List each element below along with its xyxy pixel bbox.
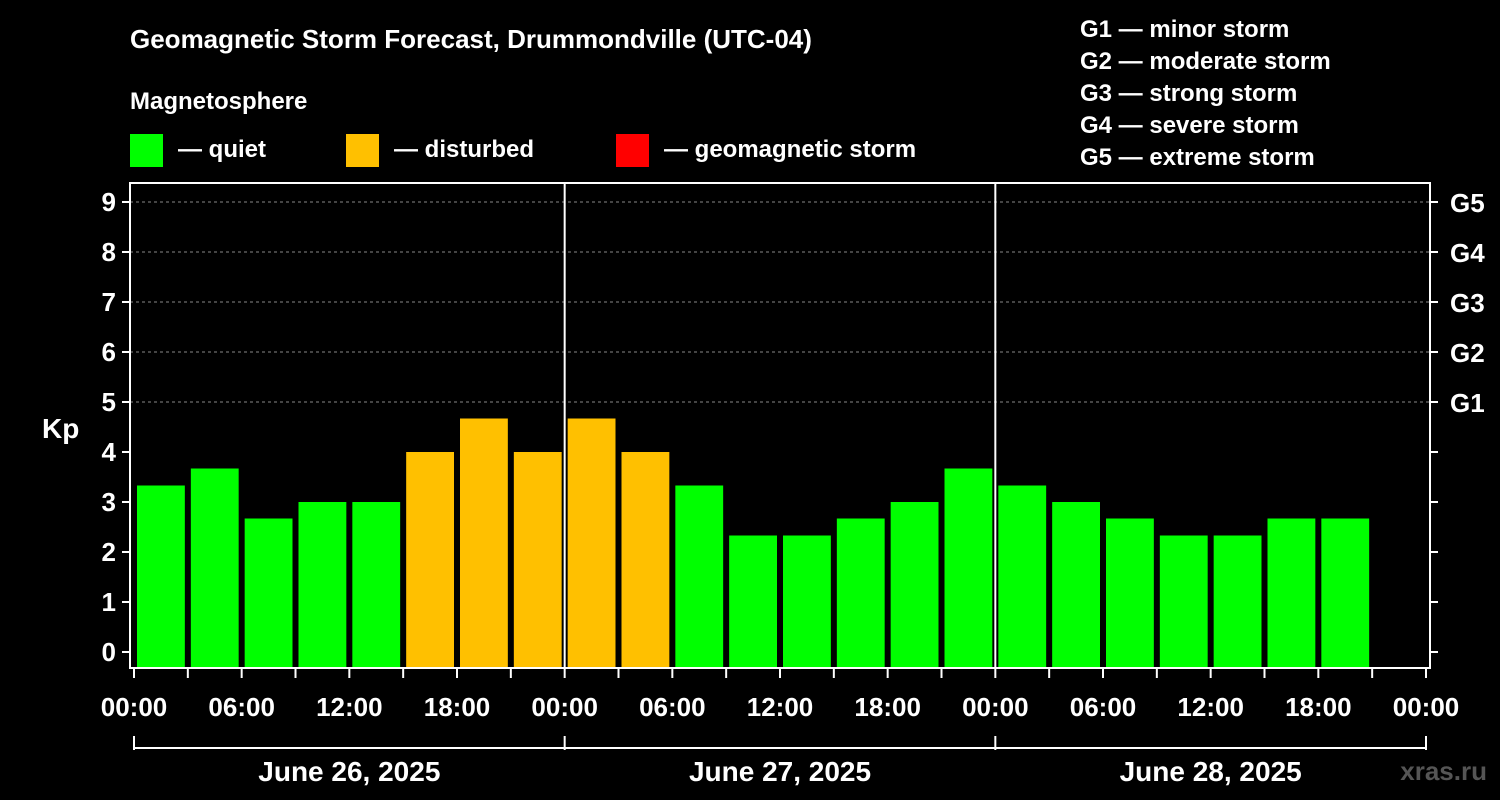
y-tick-label-6: 6 [102,337,116,367]
bar-2 [244,518,293,668]
bars [137,418,1370,668]
x-tick-label-11: 18:00 [1285,692,1352,722]
y-tick-label-8: 8 [102,237,116,267]
g-scale-g3: G3 — strong storm [1080,80,1297,107]
bar-12 [783,535,831,668]
g-scale-g1: G1 — minor storm [1080,16,1289,43]
date-label-0: June 26, 2025 [258,756,440,787]
bar-20 [1213,535,1262,668]
x-tick-label-5: 06:00 [639,692,706,722]
y-tick-label-0: 0 [102,637,116,667]
day-dividers [563,183,997,668]
g-axis-label-g1: G1 [1450,388,1485,418]
bar-7 [513,452,562,668]
bar-18 [1106,518,1154,668]
chart-title: Geomagnetic Storm Forecast, Drummondvill… [130,24,812,54]
y-tick-label-4: 4 [102,437,117,467]
x-tick-label-7: 18:00 [854,692,921,722]
legend-label-storm: — geomagnetic storm [664,136,916,163]
x-tick-label-4: 00:00 [531,692,598,722]
x-tick-label-3: 18:00 [424,692,491,722]
bar-21 [1267,518,1316,668]
bar-6 [460,418,508,668]
g-scale-g2: G2 — moderate storm [1080,48,1331,75]
bar-15 [944,468,993,668]
g-axis-label-g5: G5 [1450,188,1485,218]
x-tick-label-12: 00:00 [1393,692,1460,722]
x-tick-label-10: 12:00 [1177,692,1244,722]
bar-1 [190,468,239,668]
bar-0 [137,485,185,668]
y-tick-label-7: 7 [102,287,116,317]
g-scale-g5: G5 — extreme storm [1080,144,1315,171]
bar-8 [567,418,616,668]
legend-swatch-storm [616,134,649,167]
chart-subtitle: Magnetosphere [130,88,307,115]
date-label-1: June 27, 2025 [689,756,871,787]
bar-16 [998,485,1047,668]
legend-label-disturbed: — disturbed [394,136,534,163]
g-axis-label-g2: G2 [1450,338,1485,368]
watermark: xras.ru [1400,756,1487,786]
g-scale-g4: G4 — severe storm [1080,112,1299,139]
bar-14 [890,502,939,668]
y-tick-label-5: 5 [102,387,116,417]
y-tick-label-2: 2 [102,537,116,567]
bar-11 [729,535,777,668]
legend-swatch-quiet [130,134,163,167]
bar-3 [298,502,347,668]
y-tick-label-9: 9 [102,187,116,217]
bar-5 [406,452,454,668]
legend-label-quiet: — quiet [178,136,266,163]
bar-13 [836,518,885,668]
x-tick-label-9: 06:00 [1070,692,1137,722]
x-tick-label-6: 12:00 [747,692,814,722]
g-axis-label-g4: G4 [1450,238,1485,268]
axes: 0 1 2 3 4 5 6 7 8 9 G1 G2 G3 G4 G5 00:00 06:00 12:00 18:00… [101,187,1485,787]
legend-swatch-disturbed [346,134,379,167]
bar-9 [621,452,670,668]
bar-19 [1159,535,1208,668]
y-tick-label-3: 3 [102,487,116,517]
y-axis-label: Kp [42,413,79,444]
y-tick-label-1: 1 [102,587,116,617]
g-axis-label-g3: G3 [1450,288,1485,318]
bar-10 [675,485,724,668]
date-label-2: June 28, 2025 [1120,756,1302,787]
x-tick-label-0: 00:00 [101,692,168,722]
x-tick-label-8: 00:00 [962,692,1029,722]
grid-lines [130,201,1430,403]
bar-17 [1052,502,1100,668]
bar-22 [1321,518,1370,668]
x-tick-label-2: 12:00 [316,692,383,722]
x-tick-label-1: 06:00 [208,692,275,722]
bar-4 [352,502,401,668]
